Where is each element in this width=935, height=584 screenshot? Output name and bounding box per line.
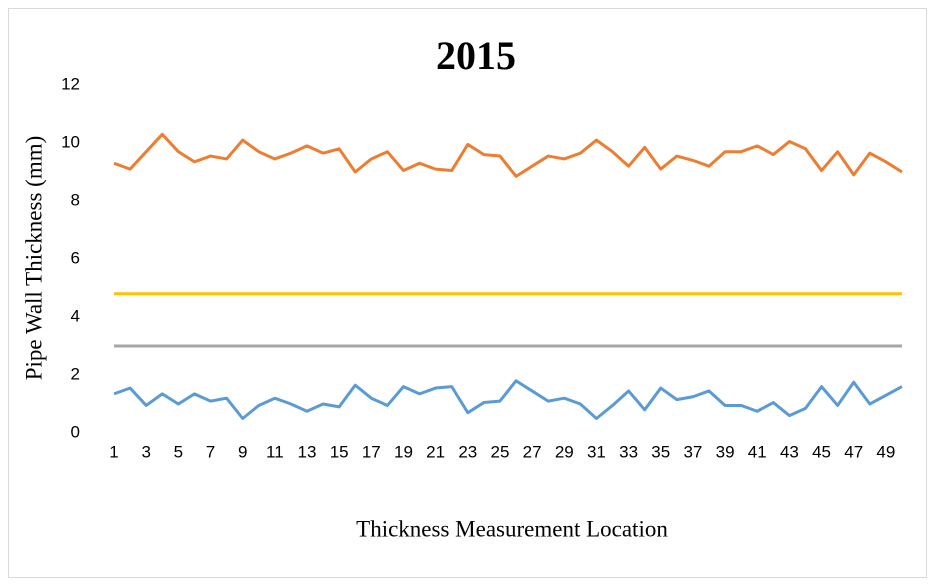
x-axis-title: Thickness Measurement Location — [356, 516, 668, 541]
x-tick-label: 39 — [716, 442, 735, 461]
y-axis-title: Pipe Wall Thickness (mm) — [21, 136, 46, 381]
y-tick-label: 4 — [71, 306, 80, 325]
x-tick-label: 1 — [109, 442, 118, 461]
x-tick-label: 29 — [555, 442, 574, 461]
x-tick-label: 35 — [651, 442, 670, 461]
x-tick-label: 49 — [876, 442, 895, 461]
y-tick-label: 6 — [71, 248, 80, 267]
x-tick-label: 43 — [780, 442, 799, 461]
x-tick-label: 37 — [683, 442, 702, 461]
x-tick-label: 27 — [523, 442, 542, 461]
data-line — [113, 132, 903, 178]
x-tick-label: 31 — [587, 442, 606, 461]
x-tick-label: 33 — [619, 442, 638, 461]
x-tick-label: 45 — [812, 442, 831, 461]
x-tick-label: 47 — [844, 442, 863, 461]
x-tick-label: 17 — [362, 442, 381, 461]
x-tick-label: 19 — [394, 442, 413, 461]
data-line — [113, 379, 903, 420]
x-tick-label: 5 — [174, 442, 183, 461]
x-tick-label: 15 — [330, 442, 349, 461]
x-tick-label: 3 — [141, 442, 150, 461]
y-tick-label: 0 — [71, 422, 80, 441]
x-tick-label: 21 — [426, 442, 445, 461]
x-tick-label: 25 — [490, 442, 509, 461]
y-tick-label: 8 — [71, 190, 80, 209]
y-tick-label: 12 — [61, 74, 80, 93]
y-tick-label: 10 — [61, 132, 80, 151]
x-tick-label: 11 — [266, 442, 284, 461]
y-tick-label: 2 — [71, 364, 80, 383]
chart-title: 2015 — [436, 33, 516, 78]
x-tick-label: 23 — [458, 442, 477, 461]
x-tick-label: 13 — [298, 442, 317, 461]
x-tick-label: 9 — [238, 442, 247, 461]
x-tick-label: 7 — [206, 442, 215, 461]
x-tick-label: 41 — [748, 442, 767, 461]
